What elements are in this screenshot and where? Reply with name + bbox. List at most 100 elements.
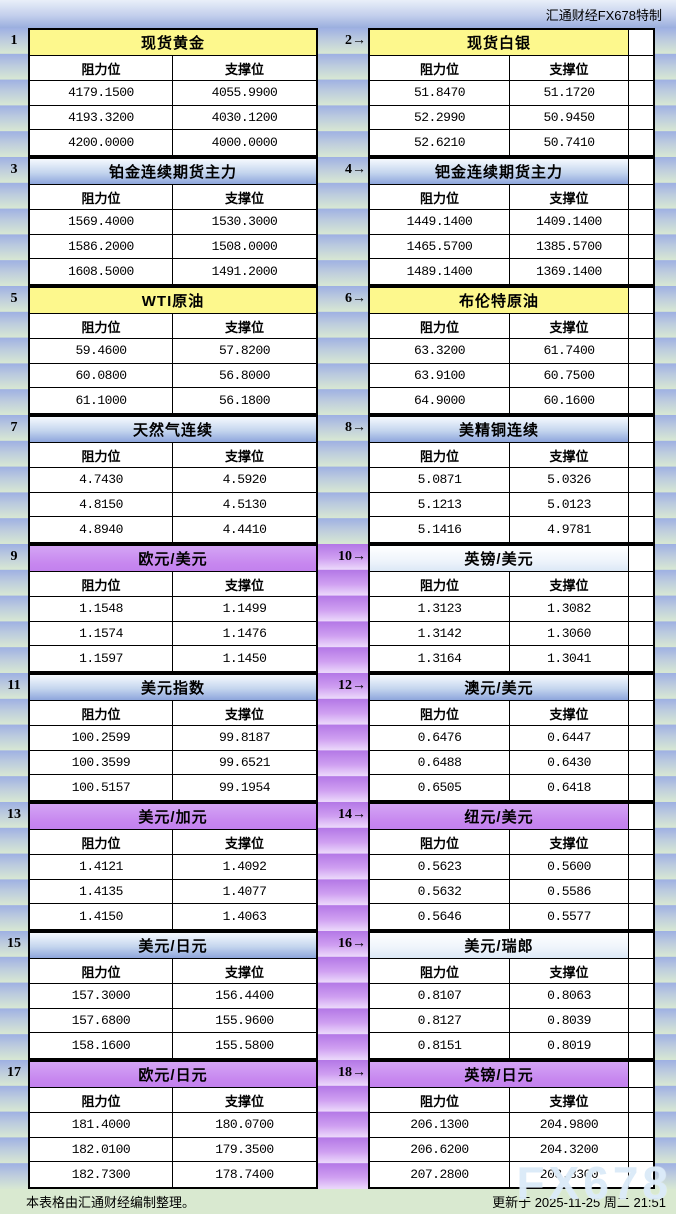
- support-value: 180.0700: [173, 1113, 316, 1138]
- resistance-value: 1569.4000: [30, 210, 173, 235]
- right-margin-column: [655, 415, 676, 544]
- row-number-label: 5: [10, 290, 18, 306]
- resistance-header: 阻力位: [370, 959, 510, 984]
- support-value: 1409.1400: [510, 210, 629, 235]
- support-value: 179.3500: [173, 1137, 316, 1163]
- instrument-title: 布伦特原油: [370, 288, 629, 314]
- divider-column: 10→: [318, 544, 368, 673]
- resistance-value: 59.4600: [30, 339, 173, 364]
- right-margin-column: [655, 28, 676, 157]
- resistance-value: 0.8151: [370, 1033, 510, 1058]
- edge-strip: [629, 904, 653, 929]
- edge-strip: [629, 646, 653, 671]
- block-row: 3 铂金连续期货主力 阻力位 支撑位 1569.4000 1530.3000 1…: [0, 157, 676, 286]
- support-value: 155.9600: [173, 1008, 316, 1034]
- row-number-column: 17: [0, 1060, 28, 1189]
- row-number-arrow-label: 6→: [345, 290, 366, 306]
- resistance-value: 0.6488: [370, 750, 510, 776]
- block-row: 15 美元/日元 阻力位 支撑位 157.3000 156.4400 157.6…: [0, 931, 676, 1060]
- row-number-column: 1: [0, 28, 28, 157]
- resistance-value: 64.9000: [370, 388, 510, 413]
- resistance-header: 阻力位: [30, 701, 173, 726]
- edge-strip: [629, 105, 653, 131]
- edge-strip: [629, 1162, 653, 1187]
- edge-strip: [629, 546, 653, 572]
- resistance-value: 157.6800: [30, 1008, 173, 1034]
- instrument-table-left: 铂金连续期货主力 阻力位 支撑位 1569.4000 1530.3000 158…: [28, 157, 318, 286]
- support-value: 1.1476: [173, 621, 316, 647]
- instrument-table-left: 欧元/美元 阻力位 支撑位 1.1548 1.1499 1.1574 1.147…: [28, 544, 318, 673]
- resistance-header: 阻力位: [370, 56, 510, 81]
- instrument-title: 欧元/美元: [30, 546, 316, 572]
- support-value: 1.1499: [173, 597, 316, 622]
- right-margin-column: [655, 286, 676, 415]
- support-header: 支撑位: [173, 56, 316, 81]
- support-value: 4.4410: [173, 517, 316, 542]
- resistance-value: 4.8150: [30, 492, 173, 518]
- resistance-value: 1608.5000: [30, 259, 173, 284]
- resistance-value: 63.3200: [370, 339, 510, 364]
- block-row: 9 欧元/美元 阻力位 支撑位 1.1548 1.1499 1.1574 1.1…: [0, 544, 676, 673]
- block-row: 17 欧元/日元 阻力位 支撑位 181.4000 180.0700 182.0…: [0, 1060, 676, 1189]
- instrument-title: 纽元/美元: [370, 804, 629, 830]
- edge-strip: [629, 363, 653, 389]
- support-header: 支撑位: [510, 959, 629, 984]
- resistance-value: 1586.2000: [30, 234, 173, 260]
- resistance-value: 0.8107: [370, 984, 510, 1009]
- row-number-arrow-label: 8→: [345, 419, 366, 435]
- edge-strip: [629, 750, 653, 776]
- support-value: 5.0123: [510, 492, 629, 518]
- support-header: 支撑位: [173, 959, 316, 984]
- resistance-value: 1449.1400: [370, 210, 510, 235]
- instrument-table-left: 天然气连续 阻力位 支撑位 4.7430 4.5920 4.8150 4.513…: [28, 415, 318, 544]
- edge-strip: [629, 621, 653, 647]
- instrument-table-right: 澳元/美元 阻力位 支撑位 0.6476 0.6447 0.6488 0.643…: [368, 673, 655, 802]
- resistance-value: 5.0871: [370, 468, 510, 493]
- resistance-header: 阻力位: [30, 830, 173, 855]
- resistance-value: 0.5646: [370, 904, 510, 929]
- resistance-value: 0.5623: [370, 855, 510, 880]
- edge-strip: [629, 314, 653, 339]
- instrument-table-right: 钯金连续期货主力 阻力位 支撑位 1449.1400 1409.1400 146…: [368, 157, 655, 286]
- resistance-value: 52.2990: [370, 105, 510, 131]
- row-number-arrow-label: 14→: [338, 806, 366, 822]
- row-number-arrow-label: 18→: [338, 1064, 366, 1080]
- support-header: 支撑位: [173, 572, 316, 597]
- resistance-value: 60.0800: [30, 363, 173, 389]
- instrument-table-left: 美元/加元 阻力位 支撑位 1.4121 1.4092 1.4135 1.407…: [28, 802, 318, 931]
- edge-strip: [629, 879, 653, 905]
- row-number-label: 17: [7, 1064, 21, 1080]
- support-header: 支撑位: [173, 701, 316, 726]
- support-value: 1.3082: [510, 597, 629, 622]
- support-value: 0.8039: [510, 1008, 629, 1034]
- resistance-header: 阻力位: [370, 830, 510, 855]
- edge-strip: [629, 159, 653, 185]
- support-value: 155.5800: [173, 1033, 316, 1058]
- divider-column: 16→: [318, 931, 368, 1060]
- support-value: 99.8187: [173, 726, 316, 751]
- support-header: 支撑位: [510, 572, 629, 597]
- edge-strip: [629, 185, 653, 210]
- instrument-title: 美精铜连续: [370, 417, 629, 443]
- top-bar: 汇通财经FX678特制: [0, 0, 676, 28]
- edge-strip: [629, 933, 653, 959]
- divider-column: 2→: [318, 28, 368, 157]
- row-number-label: 9: [10, 548, 18, 564]
- right-margin-column: [655, 157, 676, 286]
- block-row: 13 美元/加元 阻力位 支撑位 1.4121 1.4092 1.4135 1.…: [0, 802, 676, 931]
- instrument-title: 美元/加元: [30, 804, 316, 830]
- support-header: 支撑位: [173, 443, 316, 468]
- resistance-header: 阻力位: [30, 959, 173, 984]
- support-value: 1.4063: [173, 904, 316, 929]
- edge-strip: [629, 675, 653, 701]
- resistance-header: 阻力位: [30, 185, 173, 210]
- edge-strip: [629, 855, 653, 880]
- right-margin-column: [655, 673, 676, 802]
- row-number-column: 15: [0, 931, 28, 1060]
- edge-strip: [629, 210, 653, 235]
- edge-strip: [629, 775, 653, 800]
- resistance-value: 63.9100: [370, 363, 510, 389]
- footer-source-note: 本表格由汇通财经编制整理。: [26, 1195, 196, 1210]
- edge-strip: [629, 517, 653, 542]
- resistance-value: 206.6200: [370, 1137, 510, 1163]
